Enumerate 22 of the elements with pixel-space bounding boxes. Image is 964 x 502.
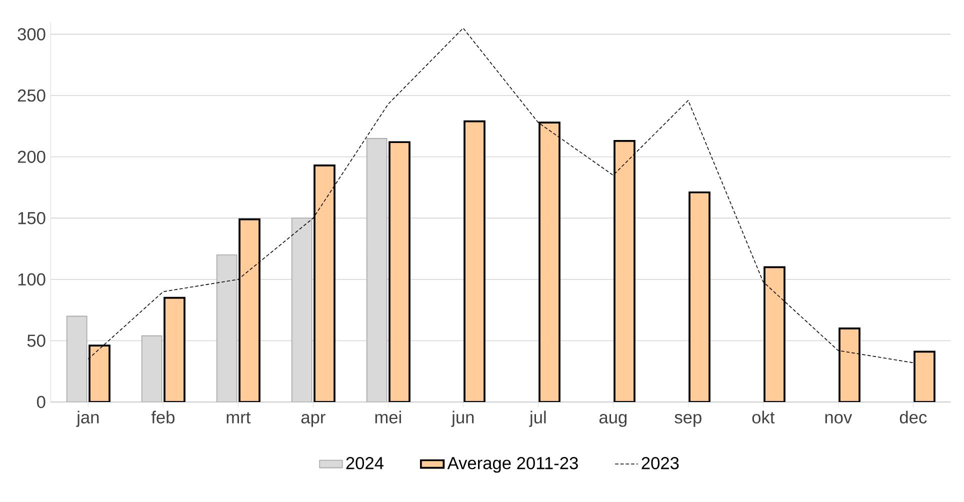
x-tick-label: nov [825,414,852,424]
y-tick-label: 150 [18,212,46,224]
y-tick-label: 250 [18,89,46,102]
legend-label: 2024 [346,456,384,470]
x-tick-label: jul [529,410,546,427]
y-tick-label: 0 [36,396,46,408]
y-tick-label: 100 [18,273,46,286]
x-tick-label: jan [76,410,99,427]
y-tick-label: 50 [27,334,46,347]
x-tick-label: sep [674,414,702,427]
x-tick-label: apr [301,414,326,427]
x-tick-label: feb [151,410,174,424]
y-tick-label: 300 [18,28,46,40]
x-tick-label: jun [451,410,474,427]
legend-label: Average 2011-23 [447,456,578,473]
x-tick-label: dec [900,410,927,424]
x-tick-label: aug [599,414,627,427]
x-tick-label: mei [375,410,401,424]
y-tick-label: 200 [18,150,46,163]
legend-label: 2023 [642,456,679,470]
x-tick-label: mrt [226,412,251,424]
x-tick-label: okt [752,410,775,424]
